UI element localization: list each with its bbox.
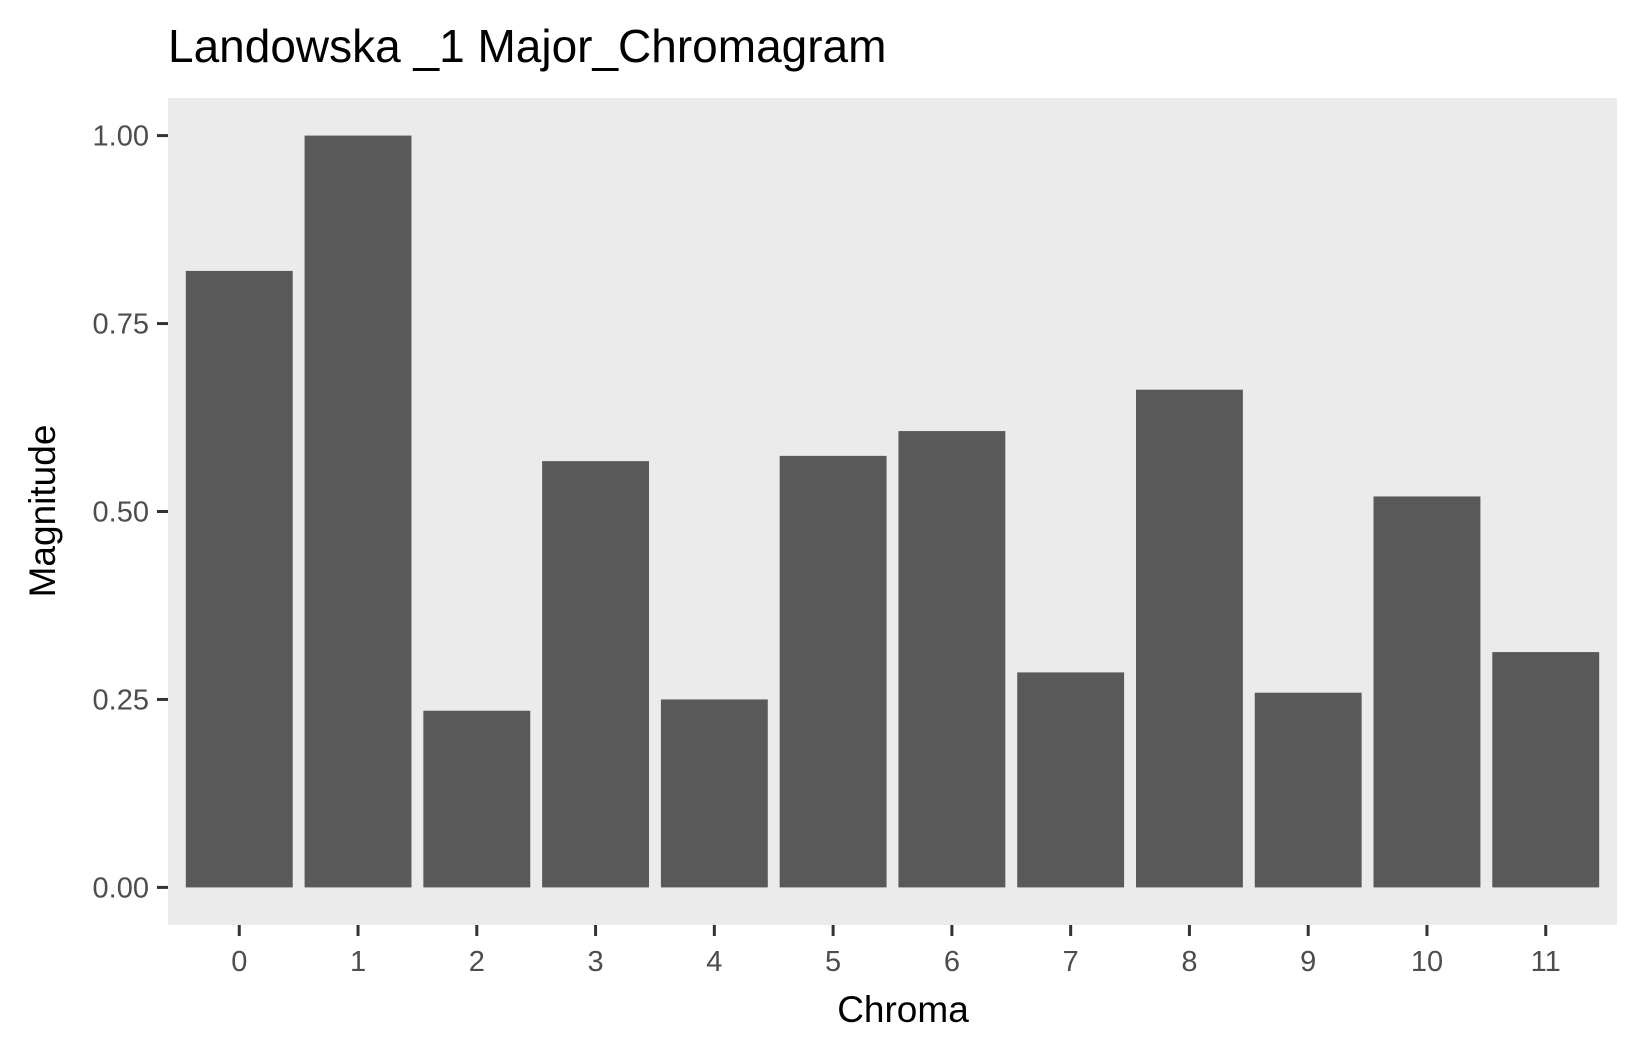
bar-chroma-2 [423,710,531,888]
bars-group [185,135,1600,888]
y-tick-label: 0.00 [93,872,149,904]
bar-chroma-8 [1135,389,1243,888]
bar-chroma-4 [660,699,768,888]
x-tick-label: 8 [1181,946,1197,978]
chart-title: Landowska _1 Major_Chromagram [168,20,886,72]
bar-chroma-1 [304,135,412,888]
y-tick-label: 1.00 [93,121,149,153]
bar-chroma-10 [1373,496,1481,888]
y-tick-label: 0.75 [93,309,149,341]
y-axis-title: Magnitude [22,425,63,598]
bar-chroma-6 [898,431,1006,888]
x-tick-label: 1 [350,946,366,978]
x-tick-label: 6 [944,946,960,978]
x-tick-label: 11 [1531,946,1561,978]
bar-chroma-11 [1492,652,1600,888]
x-axis-title: Chroma [837,989,969,1030]
x-tick-label: 10 [1411,946,1443,978]
bar-chroma-3 [542,461,650,888]
x-tick-label: 4 [706,946,722,978]
x-axis: 0 1 2 3 4 5 6 7 8 9 10 11 [231,925,1561,978]
x-tick-label: 3 [587,946,603,978]
bar-chroma-5 [779,455,887,888]
bar-chroma-7 [1017,672,1125,888]
x-tick-label: 9 [1300,946,1316,978]
x-tick-label: 0 [231,946,247,978]
y-axis: 0.00 0.25 0.50 0.75 1.00 [93,121,168,904]
y-tick-label: 0.50 [93,497,149,529]
bar-chroma-0 [185,270,293,888]
x-tick-label: 7 [1063,946,1079,978]
x-tick-label: 5 [825,946,841,978]
bar-chroma-9 [1254,692,1362,888]
y-tick-label: 0.25 [93,684,149,716]
x-tick-label: 2 [469,946,485,978]
